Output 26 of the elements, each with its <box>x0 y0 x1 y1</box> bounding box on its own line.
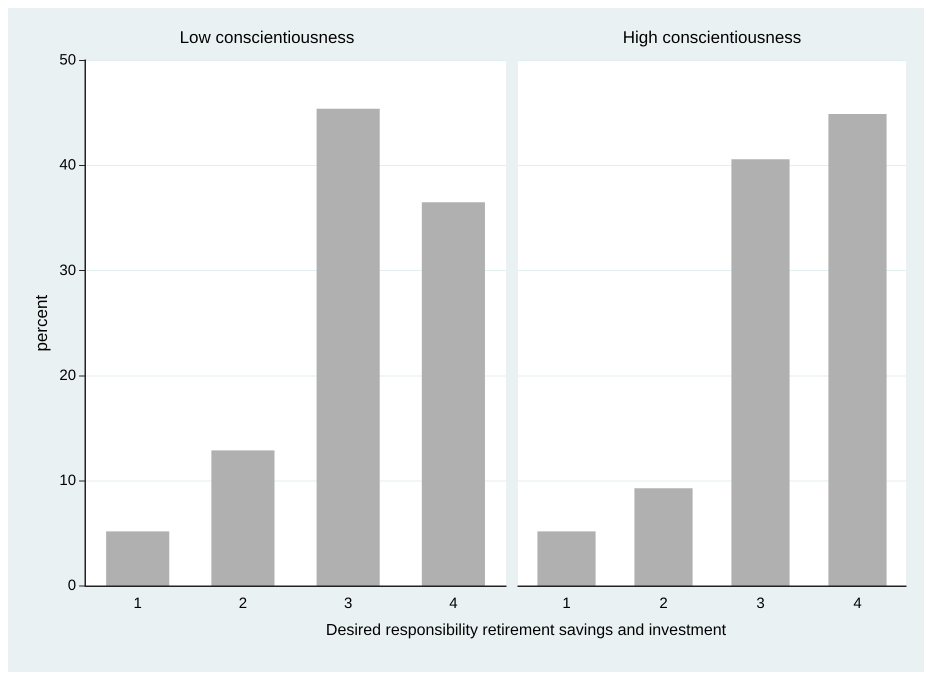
x-tick-label: 1 <box>134 595 142 612</box>
bar <box>731 159 790 586</box>
x-tick-label: 4 <box>853 595 862 612</box>
bar <box>634 488 693 586</box>
bar <box>211 450 274 586</box>
y-tick-label: 40 <box>59 156 76 174</box>
y-tick-label: 0 <box>68 577 76 594</box>
x-axis-title: Desired responsibility retirement savings and investment <box>324 622 728 640</box>
bar <box>422 202 485 586</box>
bar <box>316 108 380 586</box>
y-tick-label: 30 <box>59 262 76 279</box>
y-tick-label: 50 <box>59 52 76 69</box>
bar <box>106 531 170 586</box>
y-tick-label: 10 <box>59 472 76 490</box>
chart-title: High conscientiousness <box>622 28 802 47</box>
y-tick-label: 20 <box>59 366 76 384</box>
x-tick-label: 2 <box>659 595 668 612</box>
bar <box>828 114 887 586</box>
chart-title: Low conscientiousness <box>180 28 354 47</box>
x-tick-label: 3 <box>344 595 352 612</box>
bar <box>537 531 596 586</box>
x-tick-label: 3 <box>756 595 765 612</box>
y-axis-title: percent <box>32 294 51 352</box>
x-tick-label: 2 <box>238 595 248 612</box>
x-tick-label: 4 <box>449 595 458 612</box>
x-tick-label: 1 <box>562 595 571 612</box>
